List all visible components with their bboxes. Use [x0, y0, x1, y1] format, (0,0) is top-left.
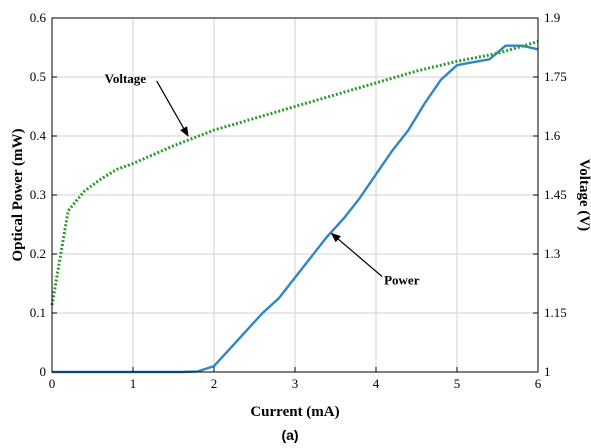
y2-tick-label: 1.75 [544, 69, 567, 84]
x-tick-label: 0 [49, 376, 56, 391]
x-tick-label: 2 [211, 376, 218, 391]
series-line-power [52, 44, 539, 374]
y2-tick-label: 1.9 [544, 10, 560, 25]
y-tick-label: 0.3 [30, 187, 46, 202]
y2-axis-title: Voltage (V) [576, 159, 591, 231]
y-tick-label: 0 [40, 364, 47, 379]
x-tick-label: 1 [130, 376, 137, 391]
annotation-arrow [156, 80, 189, 137]
annotation-label: Voltage [105, 71, 147, 86]
series-line-voltage [50, 40, 539, 306]
y-axis-title: Optical Power (mW) [10, 128, 26, 261]
ticks-group: 0 1 2 3 4 5 6 0 0.1 0.2 0.3 0.4 0.5 0.6 1 1.15 1.3 1.45 1.… [30, 10, 567, 391]
grid [52, 18, 538, 372]
x-tick-label: 4 [373, 376, 380, 391]
series-group [50, 40, 539, 374]
annotation-label: Power [384, 273, 420, 288]
y-tick-label: 0.4 [30, 128, 47, 143]
annotations-group: Voltage Power [105, 71, 420, 288]
y-tick-label: 0.1 [30, 305, 46, 320]
y2-tick-label: 1.15 [544, 305, 567, 320]
y2-tick-label: 1.3 [544, 246, 560, 261]
annotation-arrow [330, 232, 383, 278]
y2-tick-label: 1 [544, 364, 551, 379]
y2-tick-label: 1.45 [544, 187, 567, 202]
y-tick-label: 0.2 [30, 246, 46, 261]
y-tick-label: 0.5 [30, 69, 46, 84]
figure-caption: (a) [281, 427, 298, 443]
x-axis-title: Current (mA) [250, 404, 339, 420]
x-tick-label: 6 [535, 376, 542, 391]
x-tick-label: 5 [454, 376, 461, 391]
y2-tick-label: 1.6 [544, 128, 561, 143]
x-tick-label: 3 [292, 376, 299, 391]
y-tick-label: 0.6 [30, 10, 47, 25]
